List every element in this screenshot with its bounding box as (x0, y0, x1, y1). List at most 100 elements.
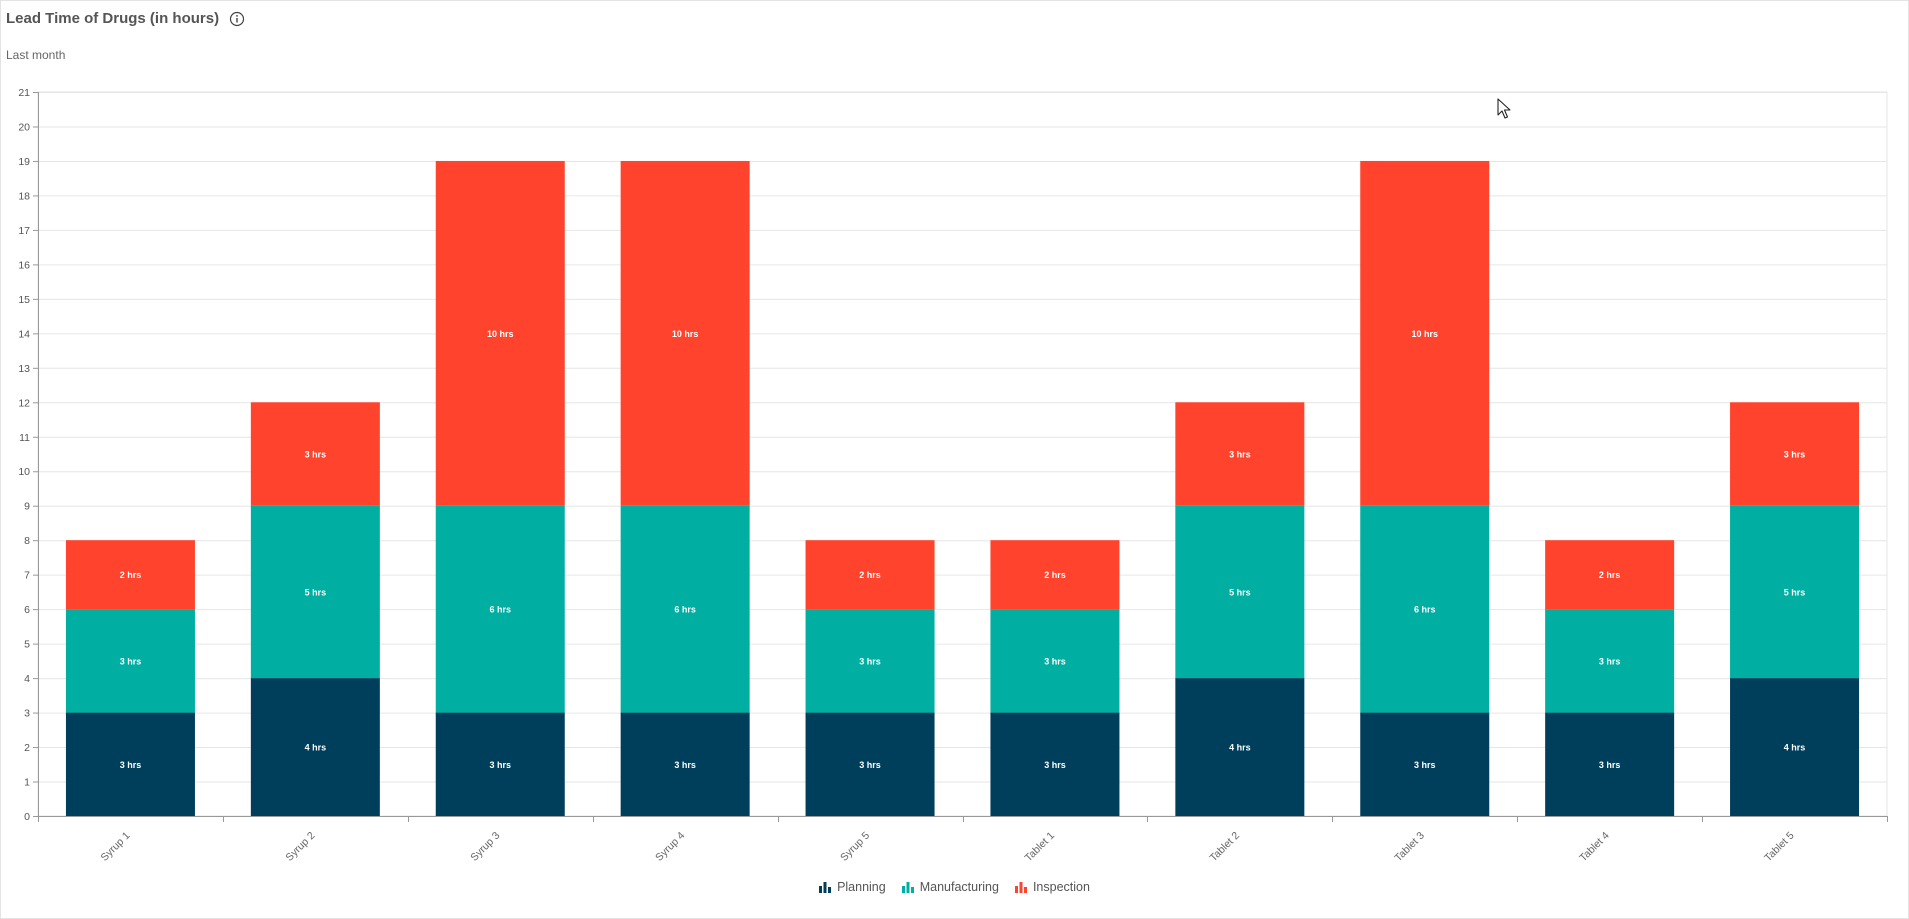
y-tick-label: 2 (24, 742, 30, 754)
chart-header: Lead Time of Drugs (in hours) (6, 10, 245, 27)
bar-segment-planning (1730, 678, 1860, 816)
bar-segment-planning (1175, 678, 1305, 816)
y-tick-label: 14 (18, 328, 30, 340)
legend-label: Manufacturing (919, 880, 999, 894)
y-tick-label: 6 (24, 604, 30, 616)
bar-segment-inspection (805, 540, 935, 610)
x-tick-label: Syrup 5 (838, 830, 872, 864)
data-label: 3 hrs (859, 760, 881, 770)
data-label: 6 hrs (1414, 605, 1436, 615)
y-tick-label: 11 (19, 432, 30, 444)
data-label: 3 hrs (489, 760, 511, 770)
data-label: 2 hrs (1044, 570, 1066, 580)
data-label: 3 hrs (1784, 450, 1806, 460)
legend-item-inspection[interactable]: Inspection (1014, 880, 1090, 894)
y-tick-label: 5 (24, 639, 30, 651)
bar-segment-planning (1545, 712, 1675, 816)
data-label: 4 hrs (1229, 743, 1251, 753)
bar-segment-manufacturing (435, 505, 565, 713)
bar-segment-inspection (1545, 540, 1675, 610)
data-label: 4 hrs (305, 743, 327, 753)
x-tick-label: Tablet 4 (1577, 830, 1612, 865)
data-label: 2 hrs (120, 570, 142, 580)
data-label: 3 hrs (120, 656, 142, 666)
data-label: 3 hrs (305, 450, 327, 460)
bar-segment-planning (620, 712, 750, 816)
data-label: 3 hrs (1599, 656, 1621, 666)
x-tick-label: Syrup 3 (468, 830, 502, 864)
data-label: 3 hrs (1599, 760, 1621, 770)
data-label: 3 hrs (1414, 760, 1436, 770)
y-tick-label: 20 (18, 121, 30, 133)
bar-segment-inspection (250, 402, 380, 506)
bar-segment-planning (250, 678, 380, 816)
y-tick-label: 19 (18, 156, 30, 168)
data-label: 10 hrs (487, 329, 514, 339)
bar-segment-inspection (620, 160, 750, 506)
y-tick-label: 12 (18, 397, 30, 409)
bar-segment-manufacturing (990, 609, 1120, 713)
y-tick-label: 17 (18, 225, 30, 237)
data-label: 5 hrs (305, 587, 327, 597)
bar-segment-inspection (65, 540, 195, 610)
bar-segment-inspection (1360, 160, 1490, 506)
bar-chart-icon (1014, 882, 1027, 893)
bar-segment-planning (65, 712, 195, 816)
chart-subtitle: Last month (6, 48, 66, 62)
bar-segment-manufacturing (1730, 505, 1860, 679)
data-label: 2 hrs (1599, 570, 1621, 580)
legend-item-planning[interactable]: Planning (819, 880, 886, 894)
data-label: 3 hrs (1044, 656, 1066, 666)
bar-segment-manufacturing (250, 505, 380, 679)
legend-label: Inspection (1032, 880, 1090, 894)
x-tick-label: Tablet 3 (1392, 830, 1427, 865)
y-tick-label: 7 (24, 570, 30, 582)
data-label: 10 hrs (1411, 329, 1438, 339)
bar-segment-inspection (435, 160, 565, 506)
data-label: 4 hrs (1784, 743, 1806, 753)
chart-legend: Planning Manufacturing Inspection (0, 880, 1909, 894)
x-tick-label: Syrup 1 (98, 830, 132, 864)
x-tick-label: Tablet 1 (1023, 830, 1058, 865)
x-tick-label: Tablet 5 (1762, 830, 1797, 865)
bar-segment-manufacturing (1175, 505, 1305, 679)
bar-segment-planning (435, 712, 565, 816)
bar-segment-manufacturing (1545, 609, 1675, 713)
x-tick-label: Syrup 2 (283, 830, 317, 864)
data-label: 2 hrs (859, 570, 881, 580)
y-tick-label: 16 (18, 259, 30, 271)
mouse-cursor-icon (1497, 98, 1511, 119)
bar-chart-icon (819, 882, 832, 893)
data-label: 3 hrs (859, 656, 881, 666)
legend-label: Planning (837, 880, 886, 894)
bar-segment-inspection (990, 540, 1120, 610)
y-tick-label: 9 (24, 501, 30, 513)
data-label: 5 hrs (1784, 587, 1806, 597)
bar-segment-planning (805, 712, 935, 816)
bar-chart-icon (901, 882, 914, 893)
bar-segment-manufacturing (1360, 505, 1490, 713)
x-tick-label: Tablet 2 (1207, 830, 1242, 865)
x-tick-label: Syrup 4 (653, 830, 687, 864)
y-tick-label: 1 (24, 777, 30, 789)
y-tick-label: 10 (18, 466, 30, 478)
y-tick-label: 21 (18, 87, 30, 99)
data-label: 6 hrs (489, 605, 511, 615)
data-label: 5 hrs (1229, 587, 1251, 597)
bar-segment-inspection (1175, 402, 1305, 506)
y-tick-label: 3 (24, 708, 30, 720)
bar-segment-inspection (1730, 402, 1860, 506)
data-label: 6 hrs (674, 605, 696, 615)
bar-segment-planning (1360, 712, 1490, 816)
bar-segment-manufacturing (65, 609, 195, 713)
data-label: 10 hrs (672, 329, 699, 339)
info-icon[interactable] (229, 11, 245, 27)
data-label: 3 hrs (674, 760, 696, 770)
y-tick-label: 0 (24, 811, 30, 823)
bar-segment-manufacturing (620, 505, 750, 713)
y-tick-label: 8 (24, 535, 30, 547)
bar-segment-planning (990, 712, 1120, 816)
bar-segment-manufacturing (805, 609, 935, 713)
legend-item-manufacturing[interactable]: Manufacturing (901, 880, 999, 894)
